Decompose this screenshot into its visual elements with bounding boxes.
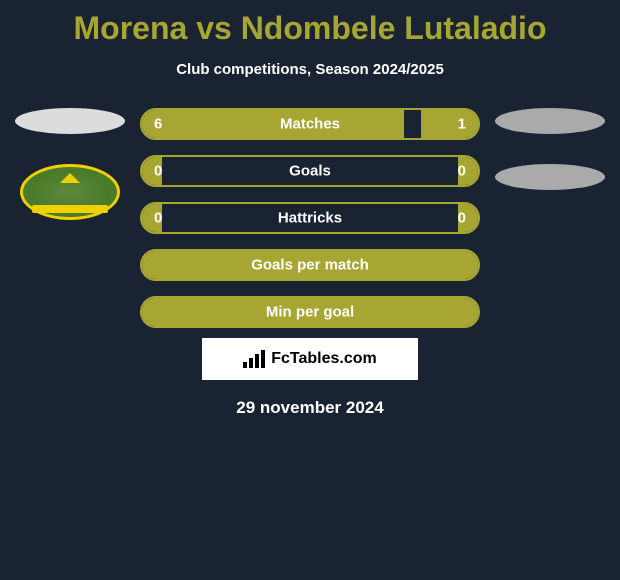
left-player-badge: [15, 108, 125, 134]
stat-label: Goals per match: [251, 257, 369, 274]
stat-bar-goals: Goals 0 0: [140, 155, 480, 187]
stat-value-left: 0: [154, 210, 162, 227]
subtitle: Club competitions, Season 2024/2025: [0, 61, 620, 78]
stat-label: Goals: [289, 163, 331, 180]
left-club-logo: [20, 164, 120, 220]
right-column: [495, 108, 605, 190]
stat-value-right: 0: [458, 210, 466, 227]
stat-bar-min-per-goal: Min per goal: [140, 296, 480, 328]
stat-label: Min per goal: [266, 304, 354, 321]
right-club-badge: [495, 164, 605, 190]
comparison-area: Matches 6 1 Goals 0 0 Hattricks 0 0 Goals per mat…: [0, 108, 620, 328]
page-title: Morena vs Ndombele Lutaladio: [0, 0, 620, 47]
watermark: FcTables.com: [202, 338, 418, 380]
stat-bar-goals-per-match: Goals per match: [140, 249, 480, 281]
stat-label: Matches: [280, 116, 340, 133]
stats-column: Matches 6 1 Goals 0 0 Hattricks 0 0 Goals per mat…: [140, 108, 480, 328]
stat-value-left: 0: [154, 163, 162, 180]
stat-value-right: 1: [458, 116, 466, 133]
date-text: 29 november 2024: [0, 398, 620, 418]
watermark-text: FcTables.com: [271, 350, 377, 368]
stat-bar-matches: Matches 6 1: [140, 108, 480, 140]
stat-fill-left: [142, 110, 404, 138]
left-column: [15, 108, 125, 220]
stat-fill-right: [421, 110, 478, 138]
stat-label: Hattricks: [278, 210, 342, 227]
watermark-chart-icon: [243, 350, 265, 368]
stat-value-right: 0: [458, 163, 466, 180]
stat-value-left: 6: [154, 116, 162, 133]
right-player-badge: [495, 108, 605, 134]
stat-bar-hattricks: Hattricks 0 0: [140, 202, 480, 234]
